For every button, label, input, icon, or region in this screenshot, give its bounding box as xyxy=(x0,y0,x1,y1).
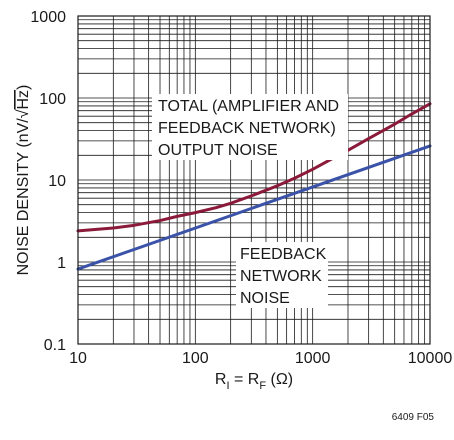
x-tick-label: 1000 xyxy=(295,350,331,367)
y-axis-title: NOISE DENSITY (nV/√Hz) xyxy=(15,85,32,276)
series-line-total xyxy=(76,102,432,233)
y-tick-label: 100 xyxy=(39,91,66,108)
x-axis-title-sub1: I xyxy=(226,380,229,392)
figure-id: 6409 F05 xyxy=(392,412,435,423)
y-axis-title-radicand: Hz xyxy=(15,90,32,110)
feedback-annotation-bg xyxy=(236,242,328,308)
y-axis-title-suffix: ) xyxy=(15,85,32,90)
y-tick-label: 10 xyxy=(48,173,66,190)
y-tick-labels: 0.1 1 10 100 1000 xyxy=(30,9,66,354)
y-axis-title-radical: √ xyxy=(15,109,32,118)
total-annotation-bg xyxy=(152,94,348,160)
y-tick-label: 1 xyxy=(57,255,66,272)
x-axis-title-sub2: F xyxy=(259,380,266,392)
y-tick-label: 0.1 xyxy=(44,337,66,354)
total-annotation-line-3: OUTPUT NOISE xyxy=(158,142,278,159)
y-axis-title-prefix: NOISE DENSITY (nV/ xyxy=(15,118,32,276)
series-line-feedback xyxy=(76,144,432,271)
x-tick-label: 100 xyxy=(182,350,209,367)
series-group xyxy=(76,102,432,271)
x-tick-label: 10 xyxy=(69,350,87,367)
total-annotation: TOTAL (AMPLIFIER AND FEEDBACK NETWORK) O… xyxy=(152,94,348,160)
x-tick-labels: 10 100 1000 10000 xyxy=(69,350,452,367)
x-axis-title-mid: = R xyxy=(230,371,260,388)
feedback-annotation-line-2: NETWORK xyxy=(240,268,322,285)
feedback-annotation: FEEDBACK NETWORK NOISE xyxy=(236,242,328,308)
x-tick-label: 10000 xyxy=(408,350,453,367)
feedback-annotation-line-1: FEEDBACK xyxy=(240,246,327,263)
x-axis-title: RI = RF (Ω) xyxy=(215,371,293,392)
plot-frame xyxy=(77,15,431,345)
x-axis-title-unit: (Ω) xyxy=(266,371,293,388)
y-tick-label: 1000 xyxy=(30,9,66,26)
total-annotation-line-1: TOTAL (AMPLIFIER AND xyxy=(158,98,339,115)
x-axis-title-r1: R xyxy=(215,371,227,388)
total-annotation-line-2: FEEDBACK NETWORK) xyxy=(158,120,336,137)
feedback-annotation-line-3: NOISE xyxy=(240,290,290,307)
